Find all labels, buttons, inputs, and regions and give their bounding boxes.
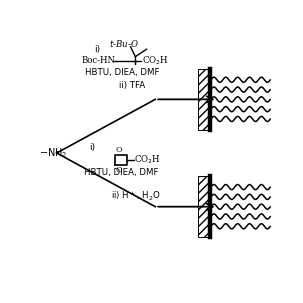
Text: i): i)	[90, 143, 96, 152]
Text: O: O	[116, 146, 122, 154]
Bar	[198, 176, 211, 237]
Text: $\mathregular{-}$NH$_2$: $\mathregular{-}$NH$_2$	[39, 146, 67, 160]
Text: ii) H$^+$, H$_2$O: ii) H$^+$, H$_2$O	[111, 190, 160, 203]
Text: $t$-Bu-O: $t$-Bu-O	[109, 38, 139, 49]
Text: O: O	[116, 166, 122, 174]
Text: ii) TFA: ii) TFA	[119, 81, 145, 90]
Text: i): i)	[94, 45, 100, 54]
Text: CO$_2$H: CO$_2$H	[142, 55, 168, 67]
Bar	[198, 69, 211, 130]
Text: Boc-HN: Boc-HN	[81, 56, 115, 65]
Text: HBTU, DIEA, DMF: HBTU, DIEA, DMF	[84, 168, 158, 177]
Text: CO$_2$H: CO$_2$H	[135, 154, 161, 166]
Text: HBTU, DIEA, DMF: HBTU, DIEA, DMF	[85, 68, 159, 77]
